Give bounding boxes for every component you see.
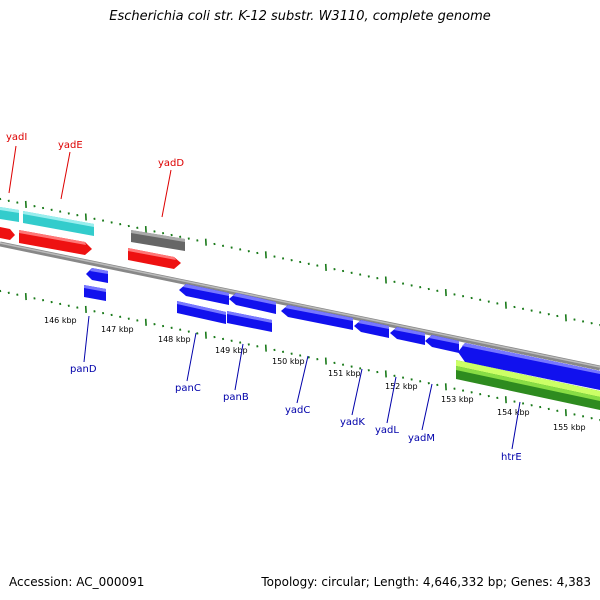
gene-label-yadE[interactable]: yadE [58, 140, 83, 151]
red-gene-2[interactable] [19, 230, 92, 255]
green-feature-htrE[interactable] [456, 360, 600, 410]
blue-gene-panB[interactable] [227, 311, 272, 332]
blue-gene-htrE[interactable] [458, 343, 600, 390]
gene-label-panB[interactable]: panB [223, 392, 249, 403]
blue-gene-yadK[interactable] [354, 320, 389, 338]
scale-labels: 146 kbp 147 kbp 148 kbp 149 kbp 150 kbp 151 k… [44, 316, 586, 432]
red-gene-yadD[interactable] [128, 248, 181, 269]
scale-label: 150 kbp [272, 357, 305, 366]
gene-label-yadL[interactable]: yadL [375, 425, 399, 436]
blue-gene-yadL[interactable] [390, 327, 425, 345]
topology-label: Topology: circular; Length: 4,646,332 bp… [261, 575, 591, 589]
scale-label: 152 kbp [385, 382, 418, 391]
lower-tick-track [0, 289, 600, 422]
genome-backbone [0, 241, 600, 371]
blue-gene-yadC[interactable] [281, 305, 353, 330]
scale-label: 147 kbp [101, 325, 134, 334]
blue-gene-panD[interactable] [84, 285, 106, 301]
gene-label-yadC[interactable]: yadC [285, 405, 310, 416]
cyan-gene-yadE[interactable] [23, 211, 94, 236]
accession-label: Accession: AC_000091 [9, 575, 145, 589]
scale-label: 148 kbp [158, 335, 191, 344]
red-gene-1[interactable] [0, 227, 15, 240]
scale-label: 146 kbp [44, 316, 77, 325]
gene-label-yadI[interactable]: yadI [6, 132, 27, 143]
cyan-gene-yadI[interactable] [0, 207, 19, 222]
scale-label: 155 kbp [553, 423, 586, 432]
scale-label: 153 kbp [441, 395, 474, 404]
map-title: Escherichia coli str. K-12 substr. W3110… [109, 9, 491, 24]
gray-feature-yadD[interactable] [131, 230, 185, 251]
blue-gene-1[interactable] [86, 268, 108, 283]
upper-tick-track [0, 197, 600, 327]
gene-label-panD[interactable]: panD [70, 364, 97, 375]
gene-label-panC[interactable]: panC [175, 383, 201, 394]
blue-gene-panC[interactable] [177, 301, 226, 324]
blue-gene-yadM[interactable] [425, 335, 459, 353]
gene-label-yadM[interactable]: yadM [408, 433, 435, 444]
genome-backbone-highlight [0, 242, 600, 368]
scale-label: 149 kbp [215, 346, 248, 355]
blue-gene-3[interactable] [229, 293, 276, 314]
gene-label-yadK[interactable]: yadK [340, 417, 365, 428]
gene-label-yadD[interactable]: yadD [158, 158, 184, 169]
blue-gene-2[interactable] [179, 284, 229, 305]
scale-label: 154 kbp [497, 408, 530, 417]
gene-label-htrE[interactable]: htrE [501, 452, 522, 463]
scale-label: 151 kbp [328, 369, 361, 378]
